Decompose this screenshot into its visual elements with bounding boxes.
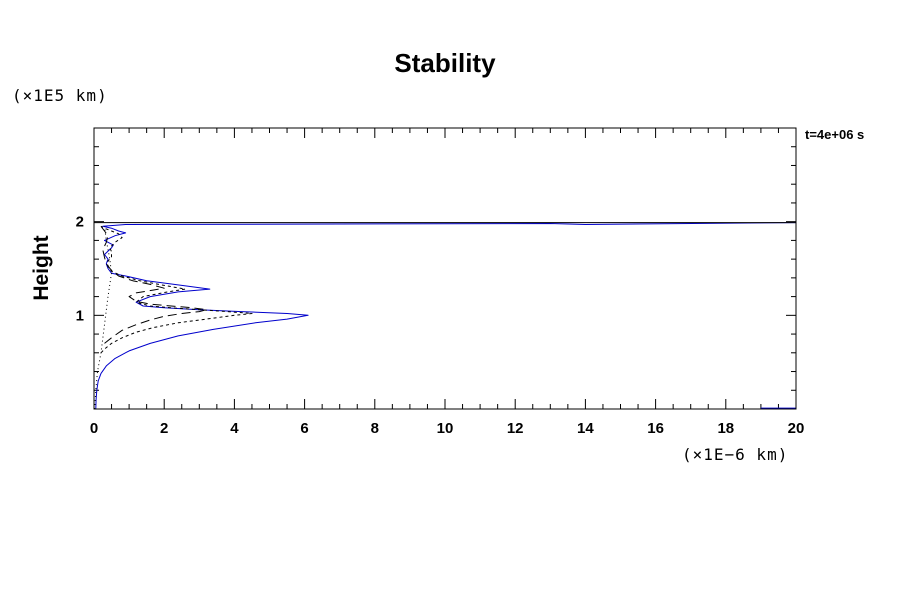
plot-frame (93, 127, 797, 410)
y-axis-label: Height (30, 235, 53, 300)
x-tick-label: 8 (371, 420, 379, 437)
x-tick-label: 0 (90, 420, 98, 437)
x-tick-label: 12 (507, 420, 524, 437)
y-unit-label: (×1E5 km) (12, 86, 108, 105)
x-tick-label: 16 (647, 420, 664, 437)
series-line-1 (95, 222, 797, 410)
data-series (94, 222, 797, 410)
x-tick-label: 10 (437, 420, 454, 437)
x-tick-label: 4 (230, 420, 239, 437)
y-tick-label: 2 (76, 214, 84, 231)
x-tick-label: 14 (577, 420, 594, 437)
y-tick-label: 1 (76, 307, 84, 324)
x-tick-label: 6 (300, 420, 308, 437)
x-tick-label: 2 (160, 420, 168, 437)
x-tick-label: 20 (788, 420, 805, 437)
axis-ticks (93, 127, 797, 410)
series-line-3 (100, 226, 207, 344)
series-line-2 (100, 225, 253, 354)
x-unit-label: (×1E−6 km) (682, 445, 788, 464)
x-tick-label: 18 (717, 420, 734, 437)
series-line-4 (94, 226, 112, 410)
chart-title: Stability (394, 48, 496, 78)
time-label: t=4e+06 s (805, 127, 864, 142)
